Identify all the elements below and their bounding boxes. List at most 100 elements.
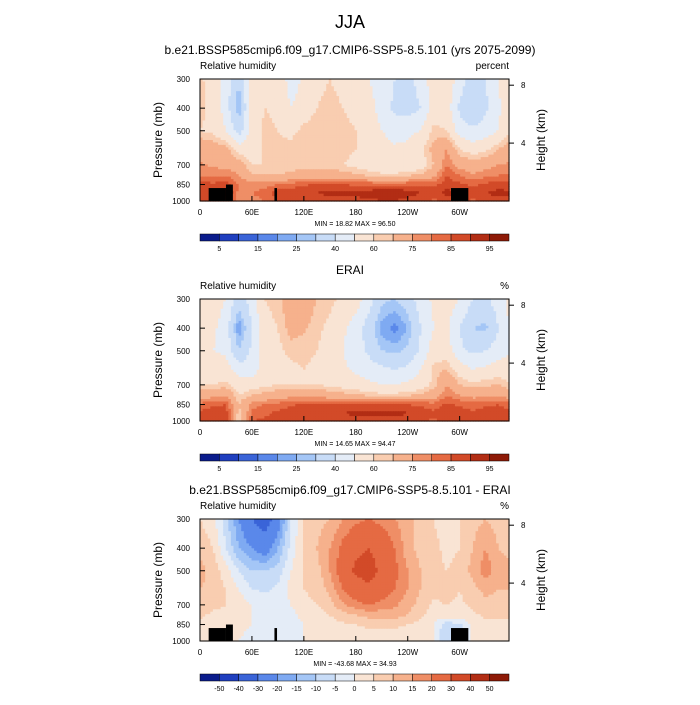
- field-cell: [279, 105, 283, 109]
- field-cell: [403, 105, 407, 109]
- field-cell: [496, 147, 500, 151]
- field-cell: [243, 122, 247, 126]
- field-cell: [408, 96, 412, 100]
- field-cell: [259, 135, 263, 139]
- field-cell: [261, 125, 265, 129]
- field-cell: [411, 135, 415, 139]
- field-cell: [470, 137, 474, 141]
- field-cell: [400, 113, 405, 117]
- field-cell: [447, 105, 451, 109]
- field-cell: [462, 157, 466, 161]
- field-cell: [274, 157, 278, 161]
- field-cell: [210, 161, 214, 165]
- field-cell: [413, 108, 417, 112]
- field-cell: [346, 125, 350, 129]
- field-cell: [390, 140, 394, 144]
- field-cell: [496, 100, 500, 104]
- field-cell: [321, 147, 325, 151]
- field-cell: [282, 110, 286, 114]
- field-cell: [436, 161, 441, 165]
- field-cell: [501, 157, 505, 161]
- field-cell: [261, 110, 265, 114]
- field-cell: [488, 86, 492, 90]
- field-cell: [493, 157, 497, 161]
- field-cell: [501, 166, 505, 170]
- field-cell: [200, 118, 204, 122]
- field-cell: [315, 137, 320, 141]
- field-cell: [344, 79, 348, 83]
- field-cell: [454, 88, 459, 92]
- field-cell: [277, 164, 281, 168]
- field-cell: [501, 122, 505, 126]
- field-cell: [457, 159, 461, 163]
- field-cells: [200, 79, 510, 202]
- field-cell: [243, 81, 247, 85]
- field-cell: [470, 118, 474, 122]
- field-cell: [395, 113, 399, 117]
- field-cell: [357, 98, 361, 102]
- field-cell: [472, 144, 477, 148]
- field-cell: [230, 91, 235, 95]
- field-cell: [279, 79, 283, 83]
- field-cell: [426, 127, 430, 131]
- field-cell: [212, 122, 217, 126]
- field-cell: [218, 152, 222, 156]
- field-cell: [287, 86, 291, 90]
- field-cell: [274, 88, 278, 92]
- field-cell: [449, 93, 453, 97]
- field-cell: [359, 115, 363, 119]
- field-cell: [315, 154, 320, 158]
- field-cell: [364, 108, 368, 112]
- field-cell: [421, 113, 425, 117]
- field-cell: [485, 169, 490, 173]
- field-cell: [367, 96, 371, 100]
- field-cell: [416, 88, 420, 92]
- field-cell: [241, 91, 245, 95]
- field-cell: [467, 147, 471, 151]
- field-cell: [336, 125, 340, 129]
- field-cell: [212, 159, 217, 163]
- field-cell: [254, 118, 258, 122]
- field-cell: [230, 93, 235, 97]
- field-cell: [284, 137, 289, 141]
- field-cell: [475, 147, 479, 151]
- field-cell: [323, 147, 327, 151]
- field-cell: [488, 161, 492, 165]
- field-cell: [254, 154, 258, 158]
- field-cell: [256, 169, 260, 173]
- field-cell: [416, 125, 420, 129]
- field-cell: [313, 118, 317, 122]
- field-cell: [390, 110, 394, 114]
- field-cell: [336, 108, 340, 112]
- field-cell: [413, 118, 417, 122]
- field-cell: [295, 91, 299, 95]
- field-cell: [470, 91, 474, 95]
- field-cell: [326, 164, 330, 168]
- field-cell: [403, 140, 407, 144]
- field-cell: [266, 105, 271, 109]
- field-cell: [465, 98, 469, 102]
- field-cell: [462, 149, 466, 153]
- field-cell: [218, 127, 222, 131]
- field-cell: [498, 154, 502, 158]
- field-cell: [411, 144, 415, 148]
- field-cell: [498, 88, 502, 92]
- field-cell: [331, 110, 335, 114]
- field-cell: [377, 144, 381, 148]
- field-cell: [429, 161, 433, 165]
- field-cell: [501, 152, 505, 156]
- field-cell: [454, 154, 459, 158]
- field-cell: [310, 100, 314, 104]
- field-cell: [339, 100, 343, 104]
- field-cell: [449, 125, 453, 129]
- field-cell: [406, 115, 410, 119]
- field-cell: [326, 125, 330, 129]
- field-cell: [357, 154, 361, 158]
- field-cell: [274, 135, 278, 139]
- field-cell: [424, 166, 428, 170]
- field-cell: [411, 132, 415, 136]
- field-cell: [300, 79, 304, 83]
- field-cell: [233, 144, 237, 148]
- field-cell: [382, 79, 387, 83]
- field-cell: [205, 171, 209, 175]
